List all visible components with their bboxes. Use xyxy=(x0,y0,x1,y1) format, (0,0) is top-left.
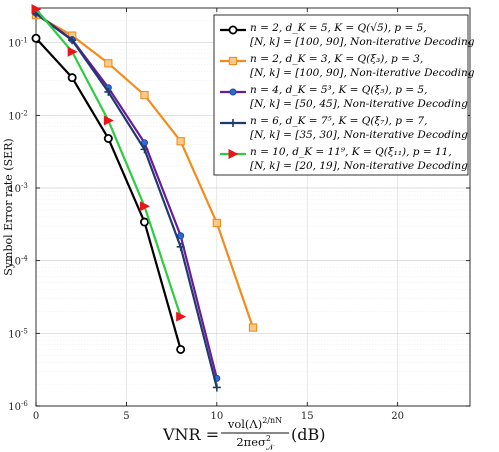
legend-label-line-1: n = 6, d_K = 7⁵, K = Q(ξ₇), p = 7, xyxy=(250,115,427,127)
legend-entry: n = 10, d_K = 11⁹, K = Q(ξ₁₁), p = 11, [N… xyxy=(220,146,468,172)
data-point xyxy=(176,242,185,251)
legend-swatch-marker xyxy=(228,25,238,35)
y-tick-label: 10-2 xyxy=(8,109,28,122)
legend-label-line-2: [N, k] = [35, 30], Non-iterative Decodin… xyxy=(250,129,468,141)
data-point xyxy=(140,145,149,154)
series-1 xyxy=(31,33,186,354)
legend-label-line-2: [N, k] = [100, 90], Non-iterative Decodi… xyxy=(250,36,475,48)
x-tick-label: 5 xyxy=(123,411,129,422)
legend-label-line-1: n = 2, d_K = 3, K = Q(ξ₃), p = 3, xyxy=(250,53,423,65)
legend-swatch-marker xyxy=(228,56,238,66)
plot-area xyxy=(35,7,471,407)
data-point xyxy=(68,36,77,45)
x-axis-label-unit: (dB) xyxy=(291,425,325,444)
series-line xyxy=(35,12,218,388)
legend-swatch-marker xyxy=(229,119,237,127)
data-point xyxy=(176,311,187,322)
data-point xyxy=(103,133,113,143)
legend: n = 2, d_K = 5, K = Q(√5), p = 5, [N, k] … xyxy=(213,14,475,176)
y-tick-label: 10-1 xyxy=(8,37,28,50)
legend-label-line-2: [N, k] = [100, 90], Non-iterative Decodi… xyxy=(250,67,475,79)
x-axis-ticks: 0 5 10 15 20 xyxy=(33,8,404,422)
data-point xyxy=(176,344,186,354)
series-4 xyxy=(32,9,221,392)
data-point xyxy=(104,59,113,68)
data-point xyxy=(67,73,77,83)
legend-label-line-1: n = 2, d_K = 5, K = Q(√5), p = 5, xyxy=(250,22,427,34)
x-axis-label-numerator: vol(Λ)2/nN xyxy=(227,416,282,431)
legend-entry: n = 2, d_K = 5, K = Q(√5), p = 5, [N, k] … xyxy=(220,22,475,48)
y-axis-ticks: 10-1 10-2 10-3 10-4 10-5 10-6 xyxy=(8,37,470,413)
data-point xyxy=(212,218,221,228)
x-axis-label: VNR = vol(Λ)2/nN 2πeσ2 𝒩 (dB) xyxy=(162,416,325,452)
legend-entry: n = 4, d_K = 5³, K = Q(ξ₅), p = 5, [N, k]… xyxy=(220,84,468,110)
legend-label-line-1: n = 4, d_K = 5³, K = Q(ξ₅), p = 5, xyxy=(250,84,427,96)
legend-label-line-2: [N, k] = [50, 45], Non-iterative Decodin… xyxy=(250,98,468,110)
x-axis-label-lhs: VNR = xyxy=(162,425,219,444)
legend-swatch-marker xyxy=(228,149,239,159)
y-axis-label: Symbol Error rate (SER) xyxy=(2,138,15,275)
x-tick-label: 10 xyxy=(210,411,223,422)
legend-swatch-marker xyxy=(229,88,237,96)
data-point xyxy=(212,383,221,392)
legend-label-line-2: [N, k] = [20, 19], Non-iterative Decodin… xyxy=(250,160,468,172)
x-tick-label: 20 xyxy=(391,411,404,422)
data-point xyxy=(31,4,42,15)
legend-label-line-1: n = 10, d_K = 11⁹, K = Q(ξ₁₁), p = 11, xyxy=(250,146,452,158)
data-point xyxy=(67,46,78,57)
data-point xyxy=(139,217,149,227)
data-point xyxy=(103,115,114,126)
legend-entry: n = 6, d_K = 7⁵, K = Q(ξ₇), p = 7, [N, k]… xyxy=(220,115,468,141)
data-point xyxy=(104,87,113,96)
y-tick-label: 10-6 xyxy=(8,400,28,413)
data-point xyxy=(31,33,41,43)
x-axis-label-denominator: 2πeσ2 𝒩 xyxy=(236,434,275,452)
data-point xyxy=(140,90,149,100)
data-point xyxy=(176,137,185,146)
legend-box xyxy=(213,14,469,176)
data-point xyxy=(248,323,258,332)
y-tick-label: 10-5 xyxy=(8,327,28,340)
x-tick-label: 0 xyxy=(33,411,39,422)
y-tick-label: 10-4 xyxy=(8,255,28,268)
x-tick-label: 15 xyxy=(301,411,314,422)
legend-entry: n = 2, d_K = 3, K = Q(ξ₃), p = 3, [N, k] … xyxy=(220,53,475,79)
series-layer xyxy=(31,4,258,392)
data-point xyxy=(140,201,150,212)
series-5 xyxy=(31,4,187,322)
y-tick-label: 10-3 xyxy=(8,182,28,195)
